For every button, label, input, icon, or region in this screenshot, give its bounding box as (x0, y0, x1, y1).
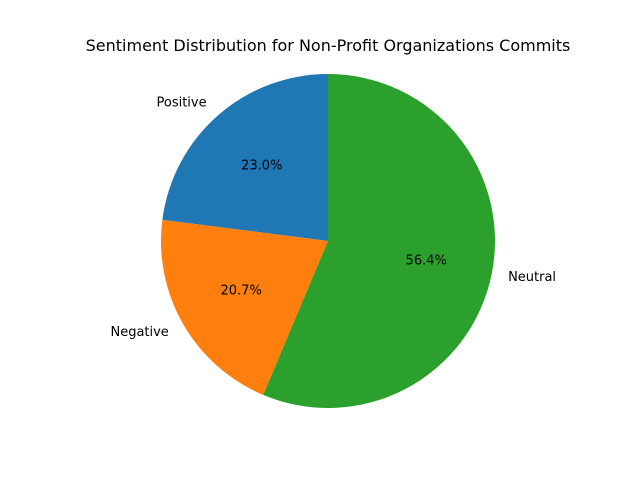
slice-percent-neutral: 56.4% (406, 253, 447, 268)
slice-percent-positive: 23.0% (241, 158, 282, 173)
pie-labels: Positive 23.0% Negative 20.7% Neutral 56.4% (110, 96, 556, 341)
pie-slice-positive (162, 74, 328, 241)
slice-label-negative: Negative (110, 325, 168, 340)
slice-percent-negative: 20.7% (221, 284, 262, 299)
pie-slices (160, 74, 495, 408)
chart-title: Sentiment Distribution for Non-Profit Or… (86, 36, 571, 55)
pie-slice-negative (160, 219, 328, 395)
slice-label-neutral: Neutral (508, 270, 556, 285)
pie-slice-neutral (263, 74, 495, 408)
slice-label-positive: Positive (156, 96, 206, 111)
